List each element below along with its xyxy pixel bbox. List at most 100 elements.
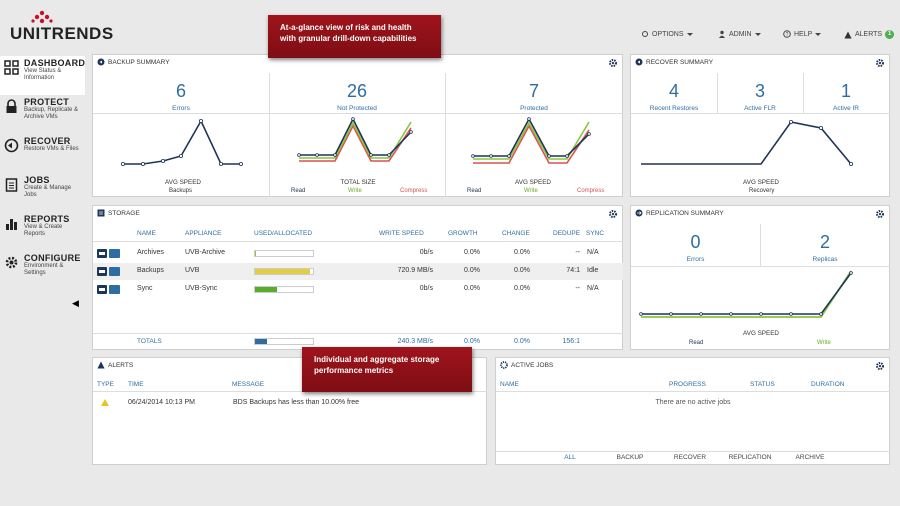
top-bar: UNITRENDS OPTIONS ADMIN ? HELP ALERTS 1 (0, 0, 900, 46)
alert-row[interactable]: 06/24/2014 10:13 PM BDS Backups has less… (93, 395, 487, 409)
sidebar-item-configure[interactable]: CONFIGURE Environment & Settings (0, 251, 85, 290)
active-jobs-panel: ACTIVE JOBS NAME PROGRESS STATUS DURATIO… (495, 357, 890, 465)
active-ir-stat[interactable]: 1 Active IR (803, 81, 889, 112)
callout-storage-metrics: Individual and aggregate storage perform… (302, 347, 472, 392)
column-header-change[interactable]: CHANGE (502, 230, 530, 237)
legend-write: Write (524, 188, 538, 194)
sidebar-item-protect[interactable]: PROTECT Backup, Replicate & Archive VMs (0, 95, 85, 134)
active-jobs-icon (500, 361, 508, 369)
data-point (409, 130, 413, 134)
sidebar-item-title: PROTECT (24, 97, 70, 107)
backup-errors-stat[interactable]: 6 Errors (93, 81, 269, 112)
storage-row[interactable]: Archives UVB-Archive 0b/s 0.0% 0.0% -- N/A (93, 245, 623, 262)
admin-menu[interactable]: ADMIN (718, 30, 761, 38)
active-flr-stat[interactable]: 3 Active FLR (717, 81, 803, 112)
data-point (587, 132, 591, 136)
column-header-status[interactable]: STATUS (750, 381, 775, 388)
panel-title-text: REPLICATION SUMMARY (646, 209, 724, 217)
data-point (547, 154, 551, 158)
column-header-progress[interactable]: PROGRESS (669, 381, 706, 388)
help-menu[interactable]: ? HELP (783, 30, 822, 38)
settings-gear-icon[interactable] (875, 361, 885, 371)
data-point (729, 312, 733, 316)
data-point (199, 119, 204, 124)
tab-backup[interactable]: BACKUP (616, 454, 644, 461)
divider (269, 73, 270, 197)
replication-errors-stat[interactable]: 0 Errors (631, 232, 760, 263)
admin-label: ADMIN (729, 30, 752, 38)
backup-summary-panel: BACKUP SUMMARY 6 Errors 26 Not Protected… (92, 54, 623, 197)
options-menu[interactable]: OPTIONS (641, 30, 693, 38)
column-header-name[interactable]: NAME (137, 230, 156, 237)
avg-speed-read-line (473, 117, 590, 157)
stat-label: Errors (172, 105, 190, 112)
data-point (759, 312, 763, 316)
recovery-speed-line (641, 121, 852, 165)
storage-panel: STORAGE NAME APPLIANCE USED/ALLOCATED WR… (92, 205, 623, 350)
tab-replication[interactable]: REPLICATION (728, 454, 772, 461)
replication-icon (635, 209, 643, 217)
column-header-sync[interactable]: SYNC (586, 230, 605, 237)
divider (717, 73, 718, 113)
column-header-duration[interactable]: DURATION (811, 381, 845, 388)
replication-sparklines (639, 270, 853, 318)
storage-dedupe: 74:1 (566, 267, 580, 274)
data-point (471, 154, 475, 158)
tab-archive[interactable]: ARCHIVE (795, 454, 825, 461)
divider (496, 451, 890, 452)
column-header-time[interactable]: TIME (128, 381, 144, 388)
column-header-write-speed[interactable]: WRITE SPEED (379, 230, 424, 237)
recover-icon (635, 58, 643, 66)
sidebar-item-jobs[interactable]: JOBS Create & Manage Jobs (0, 173, 85, 212)
storage-row[interactable]: Backups UVB 720.9 MB/s 0.0% 0.0% 74:1 Idle (93, 263, 623, 280)
replicas-stat[interactable]: 2 Replicas (760, 232, 890, 263)
data-point (849, 271, 853, 275)
data-point (699, 312, 703, 316)
settings-gear-icon[interactable] (875, 209, 885, 219)
storage-dedupe: -- (575, 285, 580, 292)
stat-label: Errors (686, 256, 705, 263)
stat-value: 6 (175, 81, 186, 101)
legend-compress: Compress (400, 188, 428, 194)
storage-appliance: UVB-Archive (185, 249, 226, 256)
storage-usage-fill (255, 287, 278, 292)
sidebar-item-recover[interactable]: RECOVER Restore VMs & Files (0, 134, 85, 173)
backup-not-protected-stat[interactable]: 26 Not Protected (269, 81, 445, 112)
user-icon (719, 30, 725, 38)
svg-text:?: ? (786, 32, 789, 38)
column-header-used[interactable]: USED/ALLOCATED (254, 230, 313, 237)
sidebar-item-reports[interactable]: REPORTS View & Create Reports (0, 212, 85, 251)
chevron-down-icon (815, 32, 822, 36)
backup-protected-stat[interactable]: 7 Protected (445, 81, 623, 112)
recent-restores-stat[interactable]: 4 Recent Restores (631, 81, 717, 112)
alerts-count-badge: 1 (885, 30, 895, 39)
tab-recover[interactable]: RECOVER (673, 454, 707, 461)
tab-all[interactable]: ALL (564, 454, 576, 461)
warning-icon (844, 31, 852, 38)
sidebar-item-dashboard[interactable]: DASHBOARD View Status & Information (0, 56, 85, 95)
column-header-dedupe[interactable]: DEDUPE (553, 230, 581, 237)
chevron-down-icon (754, 32, 761, 36)
divider (93, 391, 487, 392)
settings-gear-icon[interactable] (608, 58, 618, 68)
column-header-name[interactable]: NAME (500, 381, 519, 388)
column-header-type[interactable]: TYPE (97, 381, 114, 388)
stat-label: Recent Restores (649, 105, 699, 112)
column-header-growth[interactable]: GROWTH (448, 230, 478, 237)
settings-gear-icon[interactable] (608, 209, 618, 219)
storage-row[interactable]: Sync UVB-Sync 0b/s 0.0% 0.0% -- N/A (93, 281, 623, 298)
alerts-menu[interactable]: ALERTS 1 (844, 30, 895, 39)
totals-change: 0.0% (514, 338, 530, 345)
legend-recovery: Recovery (749, 188, 775, 194)
recover-arrow-icon (4, 138, 19, 153)
column-header-message[interactable]: MESSAGE (232, 381, 265, 388)
backup-icon (97, 58, 105, 66)
collapse-sidebar-button[interactable]: ◀ (72, 298, 79, 308)
storage-growth: 0.0% (464, 267, 480, 274)
unitrends-logo[interactable]: UNITRENDS (10, 10, 120, 43)
settings-gear-icon[interactable] (875, 58, 885, 68)
column-header-appliance[interactable]: APPLIANCE (185, 230, 222, 237)
divider (445, 73, 446, 197)
legend-write: Write (348, 188, 362, 194)
sidebar-item-subtitle: Backup, Replicate & Archive VMs (24, 107, 79, 120)
